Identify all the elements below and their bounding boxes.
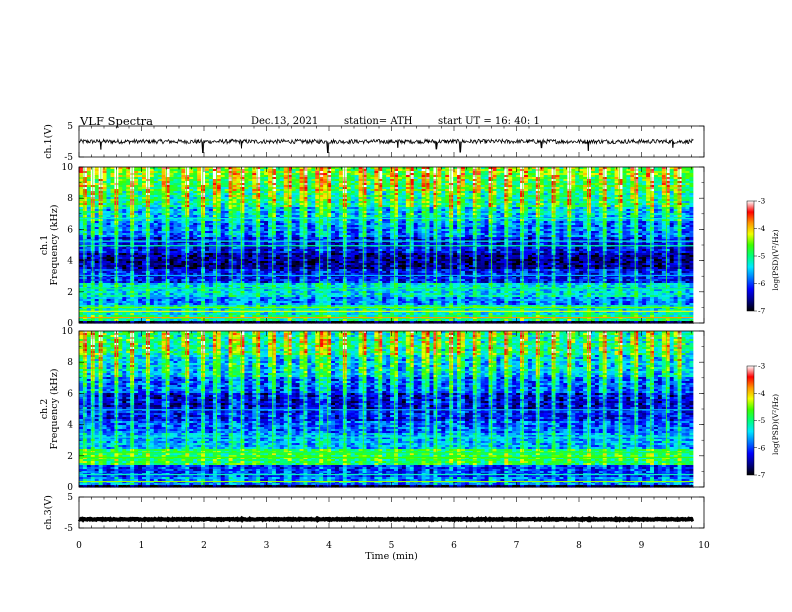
ch1-spectrogram-cbtick-2: -5 xyxy=(758,252,766,261)
ch1-spectrogram-ytick-1: 2 xyxy=(67,288,73,298)
ch3-waveform-ylabel-0: ch.3(V) xyxy=(43,495,54,530)
ch2-spectrogram-ylabel-1: Frequency (kHz) xyxy=(49,369,60,450)
xtick-5: 5 xyxy=(389,541,395,551)
ch3-waveform-trace xyxy=(77,515,695,524)
ch2-spectrogram-ylabel-0: ch.2 xyxy=(39,399,50,420)
ch1-waveform-ytick-1: -5 xyxy=(64,153,73,163)
ch1-spectrogram-cbtick-0: -3 xyxy=(758,197,766,206)
ch1-spectrogram-ytick-3: 6 xyxy=(67,225,73,235)
ch1-waveform xyxy=(78,138,694,154)
xtick-7: 7 xyxy=(514,541,520,551)
ch2-spectrogram xyxy=(79,331,704,488)
start-time-label: start UT = 16: 40: 1 xyxy=(438,116,540,127)
ch1-waveform-ylabel-0: ch.1(V) xyxy=(43,124,54,159)
xtick-6: 6 xyxy=(451,541,457,551)
ch2-spectrogram-cbtick-3: -6 xyxy=(758,443,766,452)
ch3-waveform-ytick-1: -5 xyxy=(64,524,73,534)
ch1-spectrogram-ytick-4: 8 xyxy=(67,194,73,204)
ch2-spectrogram-ytick-5: 10 xyxy=(62,327,74,337)
ch1-spectrogram xyxy=(79,167,704,324)
ch1-spectrogram-ylabel-1: Frequency (kHz) xyxy=(49,205,60,286)
ch2-spectrogram-cbtick-1: -4 xyxy=(758,389,766,398)
ch2-spectrogram-axes xyxy=(78,330,705,488)
xtick-3: 3 xyxy=(264,541,270,551)
ch1-waveform-axes xyxy=(78,125,705,158)
ch1-spectrogram-cbtick-3: -6 xyxy=(758,279,766,288)
date-label: Dec.13, 2021 xyxy=(251,116,318,127)
ch1-spectrogram-ylabel-0: ch.1 xyxy=(39,235,50,256)
ch2-spectrogram-cbtick-4: -7 xyxy=(758,471,766,480)
ch2-spectrogram-cbtick-0: -3 xyxy=(758,362,766,371)
xtick-1: 1 xyxy=(139,541,145,551)
xtick-8: 8 xyxy=(576,541,582,551)
ch3-waveform-ytick-0: 5 xyxy=(67,493,73,503)
x-axis-label: Time (min) xyxy=(365,551,418,562)
ch1-spectrogram-axes xyxy=(78,166,705,324)
xtick-0: 0 xyxy=(76,541,82,551)
ch1-waveform-trace xyxy=(78,138,694,154)
ch1-spectrogram-cbtick-4: -7 xyxy=(758,307,766,316)
ch2-spectrogram-cblabel: log(PSD)(V²/Hz) xyxy=(771,394,780,455)
ch2-spectrogram-ytick-4: 8 xyxy=(67,358,73,368)
ch1-spectrogram-colorbar xyxy=(746,200,757,312)
ch2-spectrogram-ytick-3: 6 xyxy=(67,389,73,399)
station-label: station= ATH xyxy=(344,116,412,127)
ch1-waveform-ytick-0: 5 xyxy=(67,122,73,132)
axis-text: 5 -5 ch.1(V) -3 -4 -5 -6 -7 log(PSD)(V²/Hz) 0 2 4 6 8… xyxy=(39,122,780,562)
ch1-spectrogram-cblabel: log(PSD)(V²/Hz) xyxy=(771,229,780,290)
xtick-2: 2 xyxy=(201,541,207,551)
ch2-spectrogram-ytick-2: 4 xyxy=(67,421,73,431)
ch2-spectrogram-colorbar xyxy=(746,365,757,476)
xtick-4: 4 xyxy=(326,541,332,551)
axes-frames xyxy=(78,125,705,529)
xtick-10: 10 xyxy=(698,541,710,551)
ch1-spectrogram-ytick-5: 10 xyxy=(62,163,74,173)
chart-title: VLF Spectra xyxy=(80,114,153,128)
ch3-waveform xyxy=(77,515,695,524)
xtick-9: 9 xyxy=(639,541,645,551)
waveform-traces xyxy=(77,138,695,524)
colorbars xyxy=(746,200,757,476)
ch3-waveform-axes xyxy=(78,496,705,529)
ch1-spectrogram-ytick-2: 4 xyxy=(67,257,73,267)
ch2-spectrogram-ytick-1: 2 xyxy=(67,452,73,462)
spectrogram-images xyxy=(79,167,704,488)
ch1-spectrogram-cbtick-1: -4 xyxy=(758,224,766,233)
ch1-spectrogram-ytick-0: 0 xyxy=(67,319,73,329)
ch2-spectrogram-cbtick-2: -5 xyxy=(758,416,766,425)
ch2-spectrogram-ytick-0: 0 xyxy=(67,483,73,493)
